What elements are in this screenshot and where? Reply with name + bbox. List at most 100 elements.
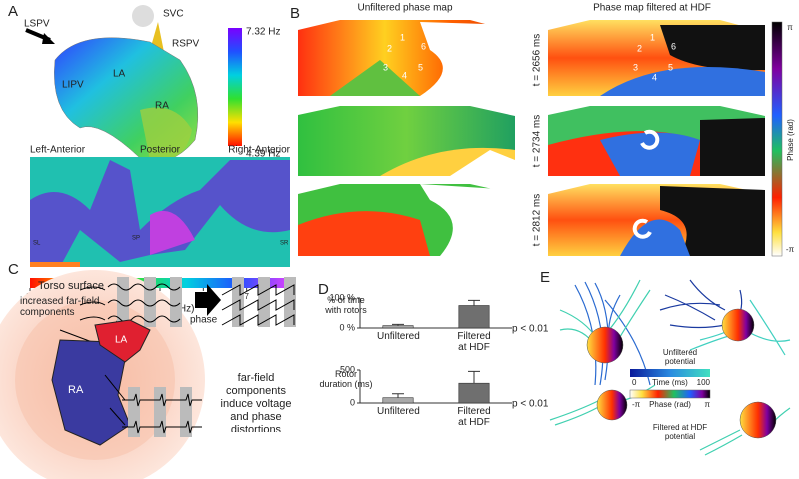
error-bar xyxy=(392,323,404,326)
panel-label: E xyxy=(540,269,550,286)
bar xyxy=(382,397,414,404)
ra-map xyxy=(140,107,192,161)
point: 2 xyxy=(637,43,642,53)
unfiltered-box: Unfiltered potential xyxy=(663,348,697,366)
error-bar xyxy=(392,393,404,398)
x-tick-label: Filtered at HDF xyxy=(457,406,491,428)
x-tick-label: Unfiltered xyxy=(377,406,420,417)
point: 5 xyxy=(418,62,423,72)
phase-region xyxy=(600,67,765,96)
note-box: far-field components induce voltage and … xyxy=(221,372,292,432)
point: 6 xyxy=(671,41,676,51)
phase-region xyxy=(700,118,765,176)
rotor-arrow xyxy=(632,218,652,239)
phase-region xyxy=(298,211,430,256)
panel-label: B xyxy=(290,5,300,22)
point: 1 xyxy=(650,32,655,42)
frequency-region xyxy=(150,210,195,255)
point: 1 xyxy=(400,32,405,42)
category-box: Filtered at HDF xyxy=(457,331,491,353)
far-field-label: increased far-field components xyxy=(20,296,100,318)
structure: RA xyxy=(155,101,169,112)
map-mark: SL xyxy=(33,241,41,247)
bar xyxy=(382,325,414,329)
filtered-box: Filtered at HDF potential xyxy=(653,423,707,441)
y-tick-label: 100 % xyxy=(329,292,355,302)
phase-region xyxy=(330,60,420,96)
torso-label: Torso surface xyxy=(38,280,104,292)
point: 4 xyxy=(402,70,407,80)
point: 6 xyxy=(421,41,426,51)
time-label: t = 2812 ms xyxy=(532,194,543,247)
phase-sphere xyxy=(596,389,628,421)
colorbar xyxy=(228,28,242,146)
map-mark: SP xyxy=(132,236,140,242)
time-label: t = 2656 ms xyxy=(532,34,543,87)
structure: LA xyxy=(113,69,126,80)
time-colorbar xyxy=(630,369,710,377)
phase-region xyxy=(660,25,765,71)
colorbar-max: π xyxy=(787,23,793,32)
phase-maps xyxy=(298,20,765,256)
point: 2 xyxy=(387,43,392,53)
structure: RSPV xyxy=(172,39,200,50)
phase-region xyxy=(620,219,690,256)
map-label: Left-Anterior xyxy=(30,145,86,156)
phase-region xyxy=(420,184,515,256)
time-label: t = 2734 ms xyxy=(532,115,543,168)
colorbar xyxy=(771,21,783,257)
y-axis-label: % of time with rotors xyxy=(325,295,367,315)
phase-region xyxy=(600,132,700,176)
y-label-box: Rotor duration (ms) xyxy=(319,368,373,389)
p-value: p < 0.01 xyxy=(512,324,549,335)
electrogram-traces xyxy=(104,374,202,437)
electrode-points: 1 2 3 4 5 6 1 2 3 4 5 6 xyxy=(383,32,676,82)
time-max: 100 xyxy=(697,378,711,387)
colorbar-min: -π xyxy=(786,245,795,254)
far-field-text: increased far-field components xyxy=(20,296,100,318)
error-bar xyxy=(468,299,480,306)
column-title: Unfiltered phase map xyxy=(357,3,452,14)
y-tick-label: 0 xyxy=(350,397,355,407)
min-label: 4.39 Hz xyxy=(246,149,280,160)
chamber-label: RA xyxy=(68,384,84,396)
panel-label: C xyxy=(8,261,19,278)
structure: LSPV xyxy=(24,19,50,30)
structure: LIPV xyxy=(62,80,84,91)
phase-sphere xyxy=(721,308,755,342)
phase-sphere xyxy=(586,326,624,364)
point: 3 xyxy=(633,62,638,72)
p-value: p < 0.01 xyxy=(512,399,549,410)
x-tick-label: Filtered at HDF xyxy=(457,331,491,353)
category-box: Unfiltered xyxy=(377,331,420,342)
colorbar xyxy=(30,278,290,288)
y-label-box: % of time with rotors xyxy=(325,295,367,315)
arrow-label: phase xyxy=(190,315,218,326)
time-min: 0 xyxy=(632,378,637,387)
max-label: 7.32 Hz xyxy=(246,27,280,38)
y-tick-label: 0 % xyxy=(339,322,355,332)
bar xyxy=(458,305,490,329)
bar xyxy=(458,382,490,404)
phase-region xyxy=(660,186,765,256)
chamber-label: LA xyxy=(115,335,128,346)
y-axis-label: Rotor duration (ms) xyxy=(319,368,373,389)
structure-labels: LSPV SVC RSPV LA LIPV RA xyxy=(24,9,200,112)
category-box: Filtered at HDF xyxy=(457,406,491,428)
colorbar-label: Phase (rad) xyxy=(786,119,795,161)
point: 3 xyxy=(383,62,388,72)
phase-region xyxy=(420,22,515,96)
colorbar-tick-label: 7 xyxy=(244,292,249,301)
structure: SVC xyxy=(163,9,184,20)
panel-label: A xyxy=(8,3,18,20)
y-tick-label: 500 xyxy=(340,364,355,374)
column-title: Phase map filtered at HDF xyxy=(593,3,711,14)
frequency-region xyxy=(30,262,80,267)
phase-sphere xyxy=(739,401,777,439)
arrow-head xyxy=(42,33,55,44)
charts: % of time with rotors 0 % 100 % Unfiltered F… xyxy=(319,292,549,428)
left-atrium xyxy=(94,319,151,363)
category-box: Unfiltered xyxy=(377,406,420,417)
phase-min: -π xyxy=(632,400,641,409)
